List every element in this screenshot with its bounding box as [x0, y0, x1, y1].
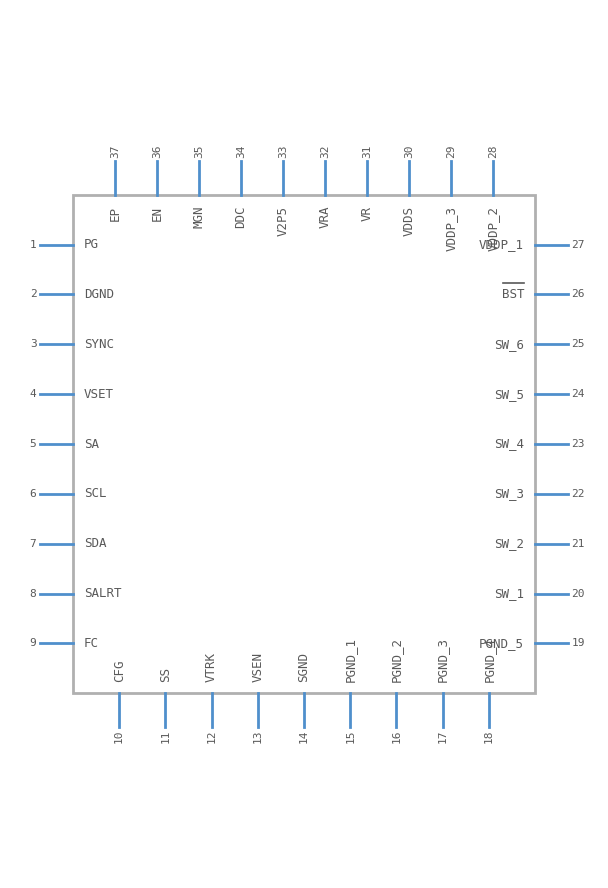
- Text: 13: 13: [253, 730, 263, 743]
- Text: 36: 36: [152, 145, 162, 158]
- Text: 30: 30: [404, 145, 414, 158]
- Text: DDC: DDC: [235, 206, 247, 228]
- Text: SW_1: SW_1: [494, 587, 524, 600]
- Text: 21: 21: [572, 539, 585, 549]
- Text: 25: 25: [572, 339, 585, 349]
- Text: VTRK: VTRK: [205, 653, 218, 682]
- Bar: [73, 194, 535, 694]
- Text: EN: EN: [150, 206, 164, 220]
- Text: 16: 16: [392, 730, 401, 743]
- Text: PGND_4: PGND_4: [482, 638, 496, 682]
- Text: VDDP_1: VDDP_1: [479, 238, 524, 251]
- Text: 19: 19: [572, 638, 585, 648]
- Text: 20: 20: [572, 589, 585, 599]
- Text: SCL: SCL: [84, 488, 106, 500]
- Text: SW_6: SW_6: [494, 337, 524, 351]
- Text: 6: 6: [30, 489, 36, 499]
- Text: VSET: VSET: [84, 388, 114, 400]
- Text: 24: 24: [572, 389, 585, 399]
- Text: MGN: MGN: [193, 206, 206, 228]
- Text: 14: 14: [299, 730, 309, 743]
- Text: FC: FC: [84, 637, 99, 650]
- Text: 3: 3: [30, 339, 36, 349]
- Text: PGND_3: PGND_3: [436, 638, 449, 682]
- Text: 7: 7: [30, 539, 36, 549]
- Text: SW_3: SW_3: [494, 488, 524, 500]
- Text: 34: 34: [236, 145, 246, 158]
- Text: CFG: CFG: [112, 660, 126, 682]
- Text: BST: BST: [502, 288, 524, 301]
- Text: PGND_1: PGND_1: [344, 638, 357, 682]
- Text: VDDS: VDDS: [402, 206, 415, 235]
- Text: SYNC: SYNC: [84, 337, 114, 351]
- Text: SW_2: SW_2: [494, 537, 524, 551]
- Text: SGND: SGND: [297, 653, 311, 682]
- Text: VDDP_3: VDDP_3: [444, 206, 458, 250]
- Text: 5: 5: [30, 439, 36, 449]
- Text: 18: 18: [484, 730, 494, 743]
- Text: 27: 27: [572, 240, 585, 250]
- Text: 37: 37: [110, 145, 120, 158]
- Text: 23: 23: [572, 439, 585, 449]
- Text: DGND: DGND: [84, 288, 114, 301]
- Text: 33: 33: [278, 145, 288, 158]
- Text: 32: 32: [320, 145, 330, 158]
- Text: 17: 17: [438, 730, 447, 743]
- Text: 29: 29: [446, 145, 456, 158]
- Text: SW_4: SW_4: [494, 438, 524, 450]
- Text: 28: 28: [488, 145, 498, 158]
- Text: 11: 11: [161, 730, 170, 743]
- Text: 4: 4: [30, 389, 36, 399]
- Text: 8: 8: [30, 589, 36, 599]
- Text: V2P5: V2P5: [277, 206, 289, 235]
- Text: SS: SS: [159, 668, 172, 682]
- Text: PG: PG: [84, 238, 99, 251]
- Text: SW_5: SW_5: [494, 388, 524, 400]
- Text: PGND_5: PGND_5: [479, 637, 524, 650]
- Text: 31: 31: [362, 145, 372, 158]
- Text: SA: SA: [84, 438, 99, 450]
- Text: 15: 15: [345, 730, 355, 743]
- Text: 10: 10: [114, 730, 124, 743]
- Text: VDDP_2: VDDP_2: [486, 206, 500, 250]
- Text: 35: 35: [194, 145, 204, 158]
- Text: PGND_2: PGND_2: [390, 638, 403, 682]
- Text: 1: 1: [30, 240, 36, 250]
- Text: SDA: SDA: [84, 537, 106, 551]
- Text: VR: VR: [361, 206, 373, 220]
- Text: 26: 26: [572, 289, 585, 299]
- Text: 12: 12: [207, 730, 216, 743]
- Text: VSEN: VSEN: [251, 653, 264, 682]
- Text: 9: 9: [30, 638, 36, 648]
- Text: VRA: VRA: [319, 206, 331, 228]
- Text: EP: EP: [108, 206, 122, 220]
- Text: 2: 2: [30, 289, 36, 299]
- Text: SALRT: SALRT: [84, 587, 122, 600]
- Text: 22: 22: [572, 489, 585, 499]
